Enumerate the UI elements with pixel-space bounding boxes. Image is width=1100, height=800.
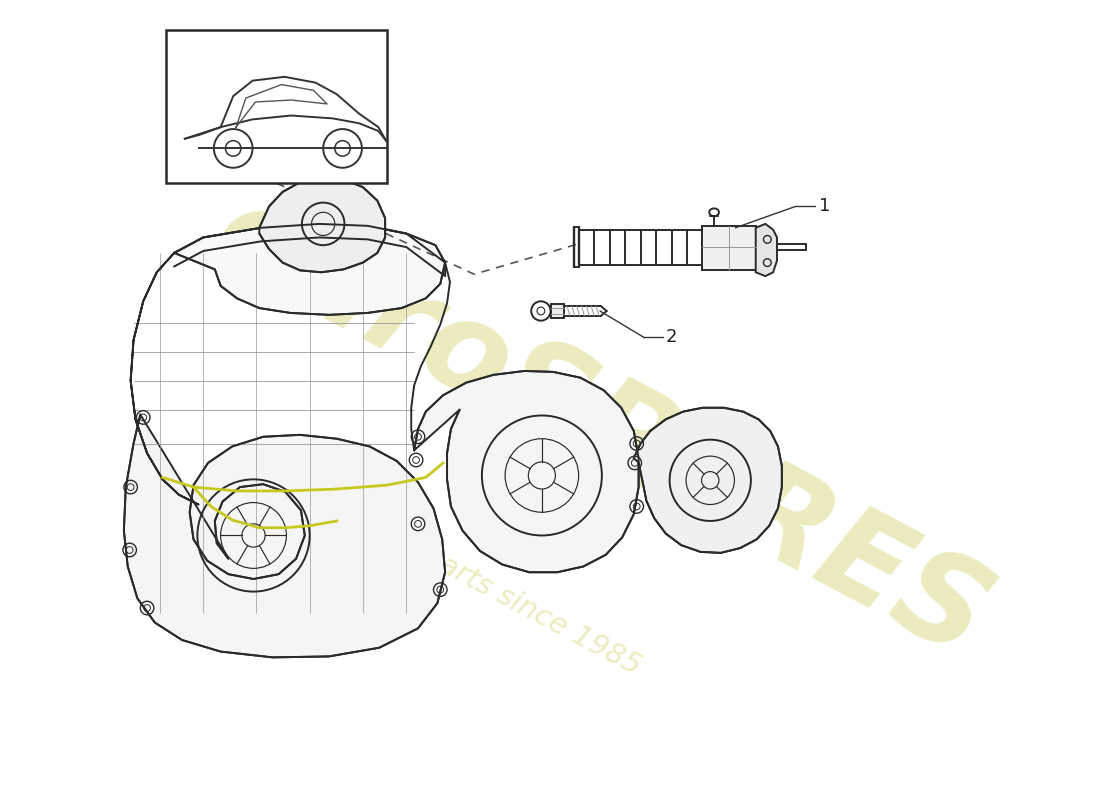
Text: a passion for parts since 1985: a passion for parts since 1985 (244, 449, 646, 680)
Polygon shape (756, 224, 777, 276)
Text: 2: 2 (666, 328, 678, 346)
Polygon shape (124, 414, 446, 658)
Bar (166, 30, 387, 183)
Text: 1: 1 (818, 198, 830, 215)
Bar (551, 304, 564, 318)
Polygon shape (634, 408, 782, 553)
Polygon shape (414, 371, 639, 572)
Text: euroSPARES: euroSPARES (192, 174, 1008, 684)
Bar (703, 226, 756, 270)
Polygon shape (260, 178, 385, 272)
Polygon shape (174, 224, 446, 315)
